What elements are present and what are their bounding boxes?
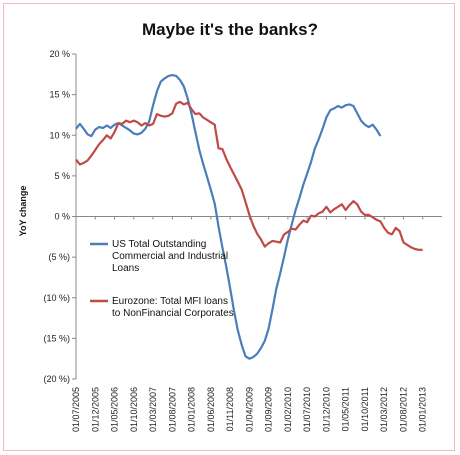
x-tick-label: 01/09/2009	[264, 387, 274, 432]
y-axis-label: YoY change	[18, 186, 28, 237]
y-tick-label: 5 %	[54, 171, 70, 181]
y-tick-label: 20 %	[49, 49, 70, 59]
axes	[75, 54, 442, 379]
x-tick-label: 01/08/2012	[398, 387, 408, 432]
chart-title: Maybe it's the banks?	[142, 20, 318, 39]
series-lines	[75, 73, 423, 360]
chart-frame: Maybe it's the banks? YoY change 20 % 15 …	[3, 3, 455, 451]
legend-label: to NonFinancial Corporates	[112, 308, 234, 319]
x-tick-label: 01/05/2006	[110, 387, 120, 432]
legend-label: Eurozone: Total MFI loans	[112, 296, 228, 307]
x-tick-label: 01/10/2011	[360, 387, 370, 431]
us-loans-line	[75, 73, 382, 360]
x-tick-label: 01/01/2013	[418, 387, 428, 432]
x-tick-label: 01/05/2011	[341, 387, 351, 431]
x-tick-label: 01/02/2010	[283, 387, 293, 432]
x-axis-ticks: 01/07/2005 01/12/2005 01/05/2006 01/10/2006…	[71, 216, 428, 432]
x-tick-label: 01/12/2005	[90, 387, 100, 432]
x-tick-label: 01/07/2005	[71, 387, 81, 432]
y-tick-label: (15 %)	[43, 333, 70, 343]
y-tick-label: (20 %)	[43, 374, 70, 384]
x-tick-label: 01/10/2006	[129, 387, 139, 432]
x-tick-label: 01/04/2009	[244, 387, 254, 432]
x-tick-label: 01/08/2007	[167, 387, 177, 432]
y-axis-ticks: 20 % 15 % 10 % 5 % 0 % (5 %) (10 %) (15 %) (20 %…	[43, 49, 76, 384]
x-tick-label: 01/06/2008	[206, 387, 216, 432]
y-tick-label: (5 %)	[48, 252, 70, 262]
y-tick-label: 10 %	[49, 130, 70, 140]
legend-label: Commercial and Industrial	[112, 251, 228, 262]
x-tick-label: 01/12/2010	[321, 387, 331, 432]
legend-label: US Total Outstanding	[112, 239, 206, 250]
x-tick-label: 01/01/2008	[187, 387, 197, 432]
y-tick-label: (10 %)	[43, 293, 70, 303]
x-tick-label: 01/11/2008	[225, 387, 235, 431]
x-tick-label: 01/03/2012	[379, 387, 389, 432]
chart-svg: Maybe it's the banks? YoY change 20 % 15 …	[18, 20, 442, 432]
y-tick-label: 15 %	[49, 90, 70, 100]
x-tick-label: 01/03/2007	[148, 387, 158, 432]
x-tick-label: 01/07/2010	[302, 387, 312, 432]
legend-label: Loans	[112, 263, 139, 274]
eurozone-loans-line	[75, 100, 423, 251]
y-tick-label: 0 %	[54, 212, 70, 222]
